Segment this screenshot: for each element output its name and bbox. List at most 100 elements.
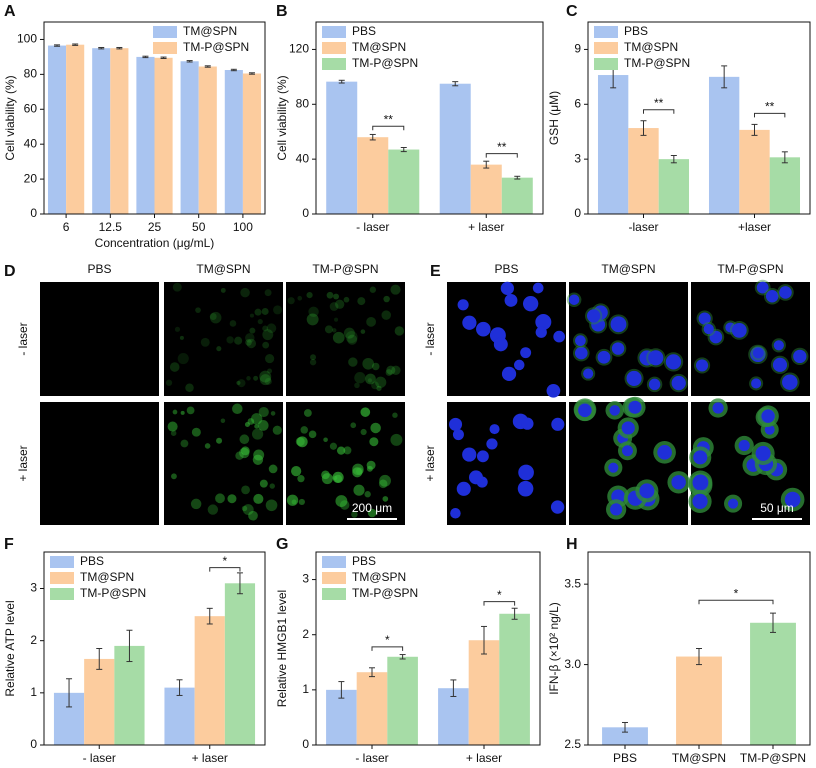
panel-label: C <box>566 3 578 20</box>
cell <box>180 410 185 415</box>
cell <box>232 403 243 415</box>
cell <box>177 352 189 365</box>
nucleus <box>452 429 464 441</box>
bar <box>66 44 85 214</box>
cell <box>352 467 363 478</box>
cell <box>370 422 381 434</box>
cell <box>297 295 303 301</box>
cell <box>360 428 367 436</box>
cell <box>171 473 177 480</box>
panel-label: F <box>4 536 14 553</box>
legend-label: TM-P@SPN <box>352 586 418 600</box>
nucleus <box>578 403 592 418</box>
y-axis-title: Cell viability (%) <box>275 75 289 160</box>
cell <box>268 464 278 474</box>
nucleus <box>639 483 655 499</box>
nucleus <box>610 316 627 333</box>
bar <box>84 658 115 745</box>
y-tick-label: 40 <box>296 151 310 165</box>
nucleus <box>709 330 723 344</box>
nucleus <box>456 481 471 496</box>
cell <box>257 318 263 325</box>
micrograph <box>164 402 283 525</box>
cell <box>369 437 379 447</box>
x-tick-label: TM-P@SPN <box>740 751 806 765</box>
y-axis-title: IFN-β (×10² ng/L) <box>547 602 561 695</box>
cell <box>286 494 299 506</box>
cell <box>309 359 317 366</box>
bar <box>92 48 111 214</box>
nucleus <box>476 321 491 337</box>
cell <box>390 284 401 295</box>
nucleus <box>692 474 709 491</box>
cell <box>229 320 237 327</box>
nucleus <box>535 326 547 338</box>
legend-swatch <box>153 42 177 54</box>
micrograph <box>286 282 405 396</box>
nucleus <box>611 342 625 355</box>
cell <box>245 339 252 346</box>
cell <box>335 299 345 309</box>
error-bar <box>481 625 487 655</box>
nucleus <box>522 295 539 312</box>
error-bar <box>369 667 375 678</box>
panel-label: E <box>430 263 441 280</box>
nucleus <box>535 313 552 330</box>
cell <box>265 354 275 364</box>
nucleus <box>518 464 534 481</box>
cell <box>297 475 305 483</box>
error-bar <box>206 607 213 625</box>
y-tick-label: 3 <box>302 572 309 586</box>
cell <box>169 362 180 372</box>
cell <box>332 471 344 483</box>
error-bar <box>98 46 105 50</box>
column-label: TM@SPN <box>196 262 250 276</box>
nucleus <box>621 445 633 457</box>
cell <box>371 381 380 390</box>
panel-label: H <box>566 536 578 553</box>
cell <box>306 292 313 299</box>
cell <box>365 373 376 385</box>
y-tick-label: 0 <box>30 206 37 220</box>
y-tick-label: 80 <box>24 67 38 81</box>
x-tick-label: 100 <box>233 220 253 234</box>
cell <box>357 297 366 306</box>
legend-label: PBS <box>352 554 376 568</box>
cell <box>383 295 390 303</box>
nucleus <box>731 323 747 338</box>
cell <box>382 496 389 502</box>
y-tick-label: 0 <box>302 737 309 751</box>
error-bar <box>116 46 123 50</box>
cell <box>262 325 269 332</box>
cell <box>360 329 366 334</box>
cell <box>353 484 365 496</box>
cell <box>321 473 333 485</box>
cell <box>236 380 241 385</box>
plot-frame <box>43 551 266 746</box>
legend-label: TM@SPN <box>352 40 406 54</box>
nucleus <box>520 347 532 359</box>
micrograph <box>447 402 566 525</box>
nucleus <box>764 424 775 435</box>
error-bar <box>142 55 149 59</box>
cell <box>172 409 178 415</box>
legend-swatch <box>594 26 618 38</box>
x-tick-label: + laser <box>192 751 228 765</box>
bar <box>110 48 129 214</box>
bar <box>154 57 173 215</box>
significance-label: * <box>223 554 228 568</box>
cell <box>379 474 391 487</box>
cell <box>261 307 269 315</box>
x-tick-label: 12.5 <box>99 220 123 234</box>
bar <box>180 61 199 214</box>
legend-swatch <box>322 42 346 54</box>
cell <box>257 420 269 431</box>
row-label: - laser <box>16 322 30 355</box>
cell <box>195 307 201 314</box>
cell <box>259 479 268 488</box>
significance-bracket <box>643 109 675 114</box>
x-tick-label: PBS <box>613 751 637 765</box>
nucleus <box>550 500 565 514</box>
cell <box>303 409 312 417</box>
nucleus <box>692 493 708 510</box>
